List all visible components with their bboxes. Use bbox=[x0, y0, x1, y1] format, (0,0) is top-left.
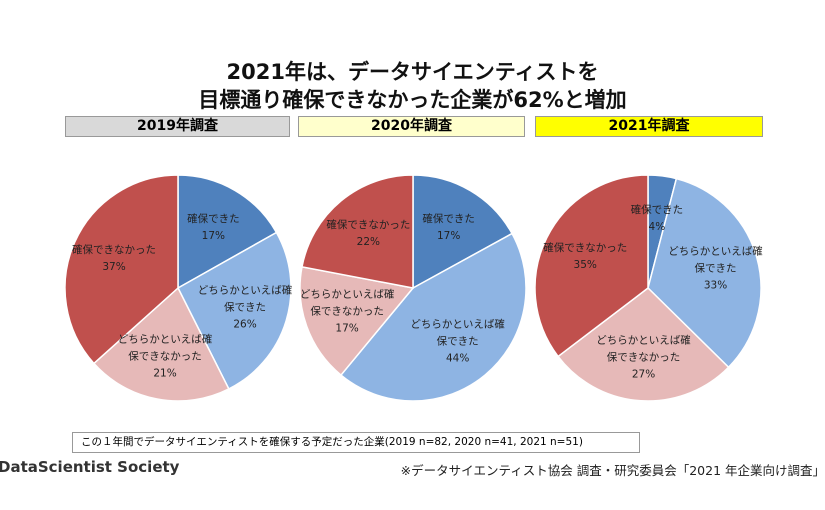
slice-label: どちらかといえば確保できなかった 17% bbox=[295, 286, 399, 337]
value-label: 21% bbox=[153, 367, 177, 380]
value-label: 17% bbox=[436, 229, 461, 242]
value-label: 26% bbox=[233, 318, 257, 331]
slice-label: 確保できなかった 22% bbox=[316, 217, 420, 251]
slice-label: どちらかといえば確保できた 44% bbox=[406, 316, 510, 367]
slice-label: どちらかといえば確保できなかった 27% bbox=[592, 332, 696, 383]
panel-header: 2020年調査 bbox=[298, 116, 525, 137]
value-label: 37% bbox=[102, 261, 126, 274]
category-label: 確保できた bbox=[187, 212, 240, 225]
value-label: 17% bbox=[335, 322, 359, 335]
pie-slice bbox=[299, 265, 415, 377]
slice-label: 確保できなかった 37% bbox=[62, 242, 166, 276]
slice-label: 確保できた 17% bbox=[397, 211, 501, 245]
slice-label: どちらかといえば確保できなかった 21% bbox=[113, 331, 217, 382]
note: この１年間でデータサイエンティストを確保する予定だった企業(2019 n=82,… bbox=[72, 432, 640, 453]
source: ※データサイエンティスト協会 調査・研究委員会「2021 年企業向け調査」 bbox=[400, 463, 825, 478]
slice-label: どちらかといえば確保できた 26% bbox=[193, 283, 297, 334]
pie-slice bbox=[301, 174, 414, 289]
panel-header: 2021年調査 bbox=[535, 116, 763, 137]
slice-label: 確保できなかった 35% bbox=[533, 240, 637, 274]
panel-header: 2019年調査 bbox=[65, 116, 290, 137]
category-label: どちらかといえば確保できた bbox=[410, 318, 505, 348]
category-label: どちらかといえば確保できなかった bbox=[299, 288, 395, 318]
pie-slice bbox=[64, 174, 179, 365]
category-label: どちらかといえば確保できた bbox=[668, 245, 763, 275]
value-label: 17% bbox=[201, 229, 226, 242]
pie-slice bbox=[534, 174, 649, 358]
pie-slice bbox=[92, 286, 230, 402]
slice-label: 確保できた 17% bbox=[161, 211, 265, 245]
slice-label: どちらかといえば確保できた 33% bbox=[664, 244, 768, 295]
slice-label: 確保できた 4% bbox=[605, 202, 709, 236]
category-label: どちらかといえば確保できなかった bbox=[117, 333, 213, 363]
value-label: 44% bbox=[445, 352, 470, 365]
pie-slice bbox=[647, 177, 762, 369]
value-label: 35% bbox=[573, 258, 597, 271]
category-label: どちらかといえば確保できた bbox=[197, 284, 293, 314]
title-line: 2021年は、データサイエンティストを bbox=[226, 60, 599, 84]
category-label: 確保できた bbox=[630, 203, 684, 216]
value-label: 22% bbox=[356, 236, 380, 249]
title-line: 目標通り確保できなかった企業が62%と増加 bbox=[198, 88, 627, 112]
category-label: 確保できなかった bbox=[326, 219, 411, 232]
pie-slice bbox=[177, 231, 292, 390]
pie-slice bbox=[412, 174, 514, 290]
value-label: 27% bbox=[631, 368, 656, 381]
pie-slice bbox=[339, 232, 527, 402]
category-label: 確保できなかった bbox=[72, 244, 157, 257]
value-label: 4% bbox=[648, 220, 666, 233]
category-label: 確保できた bbox=[422, 212, 475, 225]
value-label: 33% bbox=[703, 279, 728, 292]
pie-slice bbox=[177, 174, 278, 290]
category-label: 確保できなかった bbox=[543, 241, 628, 254]
category-label: どちらかといえば確保できなかった bbox=[596, 334, 691, 364]
pie-slice bbox=[557, 287, 730, 402]
logo: DataScientist Society bbox=[0, 458, 180, 476]
